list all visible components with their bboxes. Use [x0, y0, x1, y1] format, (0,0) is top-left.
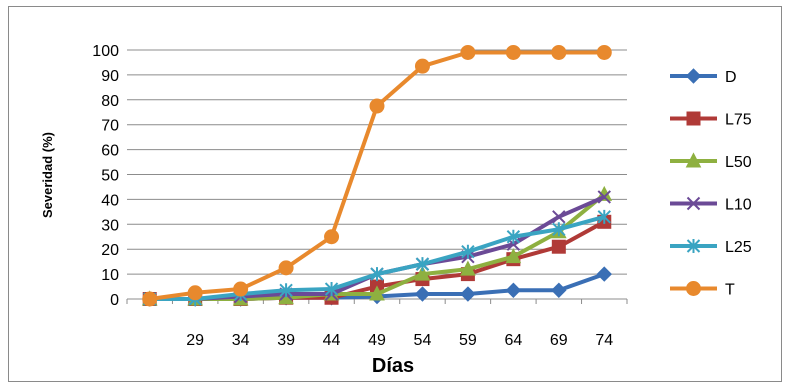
x-tick-label: 34	[232, 332, 250, 349]
data-point-t	[505, 44, 521, 60]
data-point-l75	[551, 239, 566, 254]
y-tick-label: 40	[101, 192, 119, 209]
legend-entry-l75: L75	[670, 111, 752, 129]
legend-entry-d: D	[670, 68, 737, 86]
data-point-t	[187, 285, 203, 301]
data-point-l50	[505, 248, 522, 264]
x-tick-label: 69	[550, 332, 568, 349]
legend-label-l10: L10	[725, 197, 752, 214]
data-point-t	[414, 58, 430, 74]
legend-marker-l75	[686, 111, 701, 126]
x-tick-label: 49	[368, 332, 386, 349]
y-axis-ticks: 0 10 20 30 40 50 60 70 80 90 100	[92, 43, 119, 309]
data-point-t	[369, 98, 385, 114]
x-tick-label: 44	[323, 332, 341, 349]
y-tick-label: 10	[101, 267, 119, 284]
data-point-l50	[369, 285, 385, 301]
data-point-l25	[324, 282, 339, 297]
legend-marker-l25	[686, 239, 701, 253]
series-l50	[141, 185, 613, 306]
y-tick-label: 30	[101, 217, 119, 234]
data-point-l50	[414, 265, 431, 281]
series-t	[142, 44, 612, 307]
data-point-l10	[597, 190, 611, 204]
series-line-t	[149, 50, 605, 301]
legend-entry-l10: L10	[670, 197, 752, 214]
data-point-l50	[460, 260, 476, 276]
legend-marker-l50	[685, 152, 702, 168]
legend-entry-l50: L50	[670, 152, 752, 171]
legend-label-l25: L25	[725, 239, 752, 256]
data-point-l25	[597, 209, 611, 224]
series-group	[141, 44, 613, 307]
y-tick-label: 60	[101, 143, 119, 160]
y-tick-label: 100	[92, 43, 119, 60]
data-point-d	[460, 286, 476, 302]
data-point-l25	[279, 283, 293, 298]
y-axis-label: Severidad (%)	[40, 132, 55, 218]
data-point-t	[324, 229, 340, 245]
data-point-t	[596, 44, 612, 60]
y-tick-label: 90	[101, 68, 119, 85]
legend-marker-d	[685, 68, 702, 84]
data-point-l25	[506, 229, 521, 244]
x-tick-label: 74	[595, 332, 613, 349]
y-tick-label: 50	[101, 168, 119, 185]
x-tick-label: 54	[414, 332, 432, 349]
legend: D L75 L50 L10 L25 T	[670, 68, 752, 299]
data-point-d	[414, 286, 431, 302]
y-tick-label: 70	[101, 118, 119, 135]
data-point-t	[233, 281, 249, 297]
legend-entry-l25: L25	[670, 239, 752, 256]
data-point-d	[596, 266, 612, 282]
legend-label-l50: L50	[725, 154, 752, 171]
y-tick-label: 0	[110, 292, 119, 309]
legend-label-d: D	[725, 69, 737, 86]
data-point-l25	[552, 222, 566, 237]
x-tick-label: 29	[186, 332, 204, 349]
y-tick-label: 20	[101, 242, 119, 259]
x-tick-label: 59	[459, 332, 477, 349]
y-tick-label: 80	[101, 93, 119, 110]
data-point-l10	[552, 210, 566, 224]
x-tick-label: 64	[504, 332, 522, 349]
x-axis-label: Días	[372, 355, 414, 377]
data-point-l25	[415, 257, 430, 272]
data-point-t	[551, 44, 567, 60]
legend-marker-t	[686, 281, 701, 296]
legend-label-t: T	[725, 282, 735, 299]
legend-entry-t: T	[670, 281, 735, 299]
x-tick-label: 39	[277, 332, 295, 349]
chart-frame	[8, 6, 782, 382]
data-point-t	[278, 260, 294, 276]
legend-marker-l10	[686, 196, 701, 211]
data-point-l25	[370, 267, 384, 282]
data-point-d	[551, 282, 567, 298]
x-axis-ticks: 29 34 39 44 49 54 59 64 69 74	[126, 299, 628, 349]
data-point-t	[460, 44, 476, 60]
legend-label-l75: L75	[725, 112, 752, 129]
gridlines	[127, 49, 627, 275]
data-point-d	[505, 282, 522, 298]
data-point-t	[142, 291, 158, 307]
data-point-l25	[461, 244, 475, 259]
